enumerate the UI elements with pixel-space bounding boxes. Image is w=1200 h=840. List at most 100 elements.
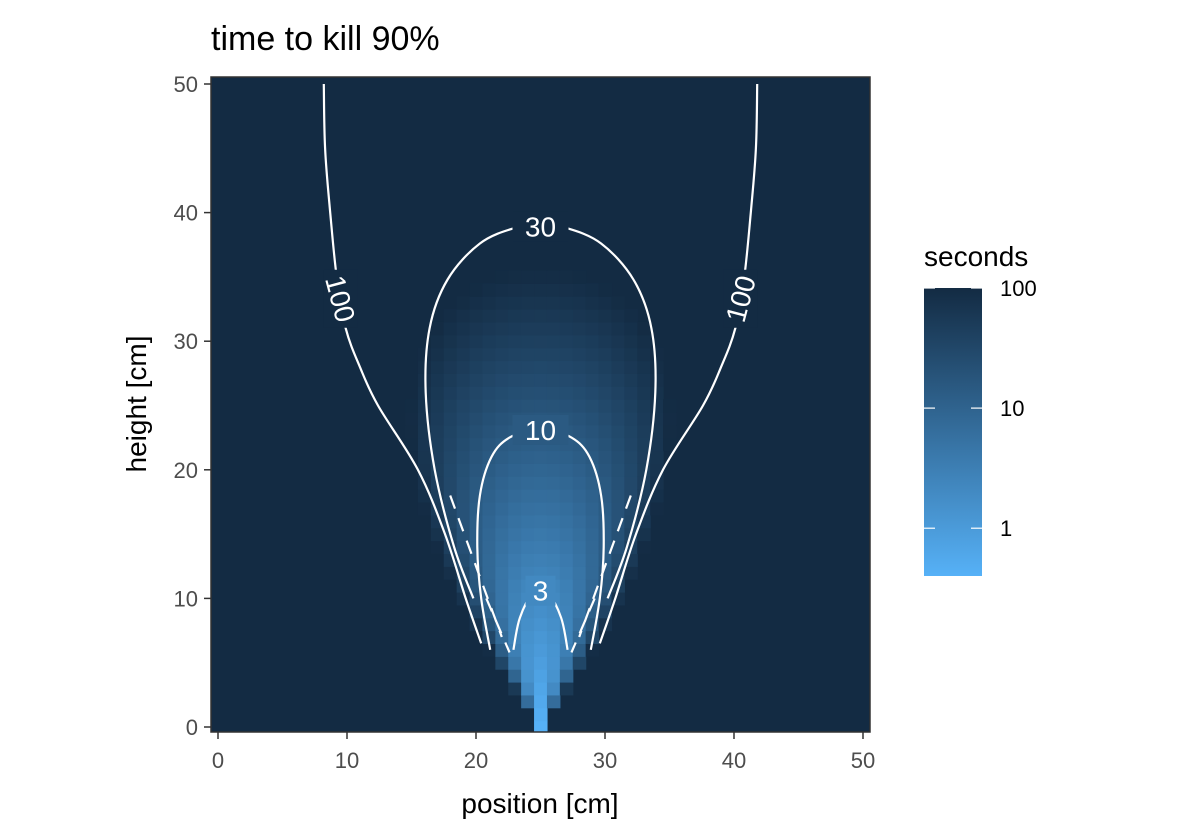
heatmap-cell xyxy=(417,450,432,464)
y-tick-label: 0 xyxy=(186,715,198,740)
x-axis-title: position [cm] xyxy=(461,788,618,819)
heatmap-cell xyxy=(559,579,574,593)
heatmap-cell xyxy=(456,527,471,542)
heatmap-cell xyxy=(534,334,548,349)
heatmap-cell xyxy=(534,617,548,632)
heatmap-cell xyxy=(456,360,471,374)
heatmap-cell xyxy=(521,309,535,323)
heatmap-cell xyxy=(469,411,484,426)
heatmap-cell xyxy=(637,399,651,413)
heatmap-cell xyxy=(559,296,574,310)
heatmap-cell xyxy=(443,411,458,426)
heatmap-cell xyxy=(508,566,522,580)
heatmap-cell xyxy=(598,321,613,336)
heatmap-cell xyxy=(430,334,445,349)
heatmap-cell xyxy=(443,463,458,477)
heatmap-cell xyxy=(456,296,471,310)
heatmap-cell xyxy=(482,630,496,645)
y-axis: 0 10 20 30 40 50 xyxy=(174,72,211,740)
heatmap-cell xyxy=(611,450,625,464)
heatmap-cell xyxy=(443,334,458,349)
heatmap-cell xyxy=(534,681,548,696)
heatmap-cell xyxy=(546,321,561,336)
heatmap-cell xyxy=(482,424,496,439)
heatmap-cell xyxy=(559,604,574,619)
legend-colorbar xyxy=(924,288,982,576)
heatmap-cell xyxy=(559,283,574,297)
heatmap-cell xyxy=(546,669,561,683)
heatmap-cell xyxy=(508,540,522,554)
heatmap-cell xyxy=(572,450,587,464)
heatmap-cell xyxy=(495,643,509,657)
heatmap-cell xyxy=(534,373,548,387)
heatmap-cell xyxy=(611,514,625,529)
heatmap-cell xyxy=(585,643,600,657)
heatmap-cell xyxy=(469,424,484,439)
heatmap-cell xyxy=(534,604,548,619)
heatmap-cell xyxy=(534,399,548,413)
heatmap-cell xyxy=(585,540,600,554)
heatmap-cell xyxy=(546,296,561,310)
heatmap-cell xyxy=(508,373,522,387)
heatmap-cell xyxy=(546,360,561,374)
heatmap-cell xyxy=(469,450,484,464)
heatmap-cell xyxy=(443,424,458,439)
heatmap-cell xyxy=(521,501,535,516)
heatmap-cell xyxy=(585,476,600,490)
heatmap-cell xyxy=(456,373,471,387)
heatmap-cell xyxy=(508,527,522,542)
heatmap-cell xyxy=(650,347,664,362)
heatmap-cell xyxy=(495,527,509,542)
heatmap-cell xyxy=(508,334,522,349)
heatmap-cell xyxy=(559,450,574,464)
heatmap-cell xyxy=(598,334,613,349)
heatmap-cell xyxy=(521,553,535,567)
heatmap-cell xyxy=(637,373,651,387)
heatmap-cell xyxy=(572,283,587,297)
heatmap-cell xyxy=(482,283,496,297)
heatmap-cell xyxy=(572,334,587,349)
heatmap-cell xyxy=(546,334,561,349)
heatmap-cell xyxy=(598,476,613,490)
heatmap-cell xyxy=(495,476,509,490)
heatmap-cell xyxy=(534,514,548,529)
heatmap-cell xyxy=(585,527,600,542)
heatmap-cell xyxy=(521,540,535,554)
heatmap-cell xyxy=(521,347,535,362)
heatmap-cell xyxy=(572,321,587,336)
heatmap-cell xyxy=(624,424,638,439)
heatmap-cell xyxy=(508,591,522,606)
heatmap-cell xyxy=(598,347,613,362)
heatmap-cell xyxy=(521,643,535,657)
heatmap-cell xyxy=(534,347,548,362)
heatmap-cell xyxy=(598,386,613,400)
heatmap-cell xyxy=(417,399,432,413)
y-axis-title: height [cm] xyxy=(121,336,152,473)
heatmap-cell xyxy=(572,270,587,284)
heatmap-cell xyxy=(585,373,600,387)
heatmap-cell xyxy=(534,296,548,310)
heatmap-cell xyxy=(585,283,600,297)
legend-label: 10 xyxy=(1000,396,1024,421)
heatmap-cell xyxy=(495,450,509,464)
heatmap-cell xyxy=(559,669,574,683)
heatmap-cell xyxy=(546,399,561,413)
heatmap-cell xyxy=(598,411,613,426)
heatmap-cell xyxy=(546,450,561,464)
heatmap-cell xyxy=(559,309,574,323)
heatmap-cell xyxy=(443,566,458,580)
heatmap-cell xyxy=(469,334,484,349)
heatmap-cell xyxy=(417,501,432,516)
heatmap-cell xyxy=(572,360,587,374)
heatmap-cell xyxy=(572,540,587,554)
contour-dash xyxy=(578,495,632,638)
heatmap-cell xyxy=(508,309,522,323)
heatmap-cell xyxy=(456,463,471,477)
heatmap-cell xyxy=(572,630,587,645)
heatmap-cell xyxy=(534,489,548,503)
heatmap-cell xyxy=(546,386,561,400)
heatmap-cell xyxy=(598,399,613,413)
heatmap-cell xyxy=(534,540,548,554)
heatmap-cell xyxy=(559,643,574,657)
